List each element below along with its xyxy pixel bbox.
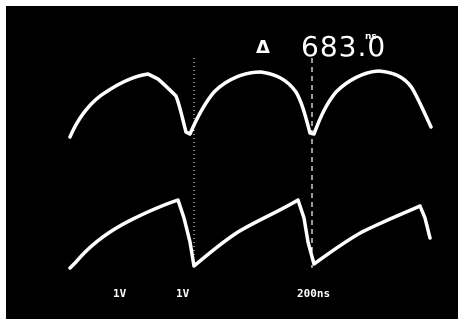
channel-1-trace (68, 69, 433, 139)
channel-2-scale: 1V (176, 287, 190, 300)
time-difference-readout: 683.0 (301, 30, 387, 63)
channel-1-scale: 1V (113, 287, 127, 300)
delta-symbol: Δ (256, 37, 270, 58)
oscilloscope-screen: Δ 683.0 ns 1V 1V 200ns (6, 6, 458, 319)
timebase-scale: 200ns (297, 287, 331, 300)
time-unit-label: ns (365, 32, 377, 42)
channel-2-trace (68, 198, 432, 270)
scope-display (68, 58, 433, 270)
